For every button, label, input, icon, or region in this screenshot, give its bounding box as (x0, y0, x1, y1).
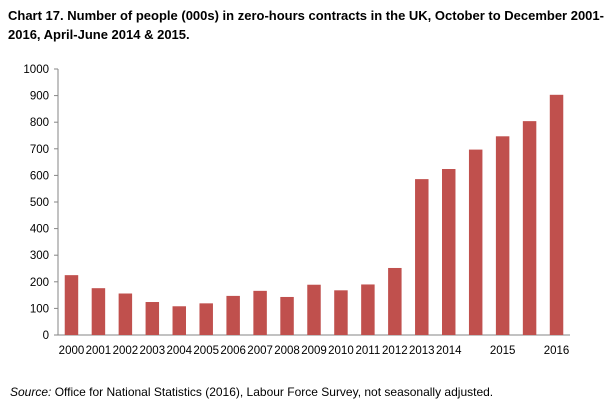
bar (145, 302, 160, 335)
bar (522, 121, 537, 335)
bar (280, 296, 294, 335)
bar (118, 293, 133, 335)
bar (253, 290, 267, 335)
source-label: Source: (10, 385, 52, 399)
x-tick-label: 2011 (356, 345, 381, 357)
y-tick-label: 100 (30, 303, 49, 315)
bar (388, 267, 402, 335)
y-tick-label: 800 (30, 117, 49, 129)
x-tick-label: 2007 (247, 345, 273, 357)
y-tick-label: 200 (30, 277, 49, 289)
x-tick-label: 2000 (59, 345, 85, 357)
bar (91, 288, 106, 335)
x-tick-label: 2006 (220, 345, 246, 357)
x-axis: 2000 2001 2002 2003 2004 2005 2006 2007 2008 2009… (58, 334, 570, 357)
bar (549, 94, 564, 335)
bar (64, 275, 79, 335)
bar (415, 179, 429, 335)
y-tick-label: 600 (30, 170, 49, 182)
bar (495, 136, 510, 335)
x-tick-label: 2002 (113, 345, 139, 357)
bar (334, 290, 348, 335)
x-tick-label: 2004 (166, 345, 192, 357)
chart-title: Chart 17. Number of people (000s) in zer… (8, 8, 604, 42)
y-tick-label: 900 (30, 91, 49, 103)
y-axis: 0 100 200 300 400 500 600 700 800 900 1000 (23, 64, 59, 342)
x-tick-label: 2012 (382, 345, 408, 357)
bar (442, 169, 456, 335)
source-note: Source: Office for National Statistics (… (10, 385, 493, 399)
x-tick-label: 2009 (301, 345, 327, 357)
y-tick-label: 400 (30, 224, 49, 236)
x-tick-label: 2003 (140, 345, 166, 357)
x-tick-label: 2015 (490, 345, 516, 357)
x-tick-label: 2014 (436, 345, 462, 357)
bar (199, 303, 213, 335)
bars (64, 94, 564, 335)
x-tick-label: 2005 (193, 345, 219, 357)
x-tick-label: 2013 (409, 345, 435, 357)
y-tick-label: 700 (30, 144, 49, 156)
x-tick-label: 2008 (274, 345, 300, 357)
bar (172, 306, 186, 335)
x-tick-label: 2016 (544, 345, 570, 357)
bar (468, 149, 483, 335)
x-tick-label: 2001 (86, 345, 112, 357)
y-tick-label: 300 (30, 250, 49, 262)
y-tick-label: 0 (43, 330, 49, 342)
bar (307, 284, 321, 335)
x-tick-label: 2010 (328, 345, 354, 357)
y-tick-label: 500 (30, 197, 49, 209)
bar (361, 284, 375, 335)
source-text: Office for National Statistics (2016), L… (51, 385, 494, 399)
y-tick-label: 1000 (23, 64, 49, 76)
bar (226, 295, 240, 335)
